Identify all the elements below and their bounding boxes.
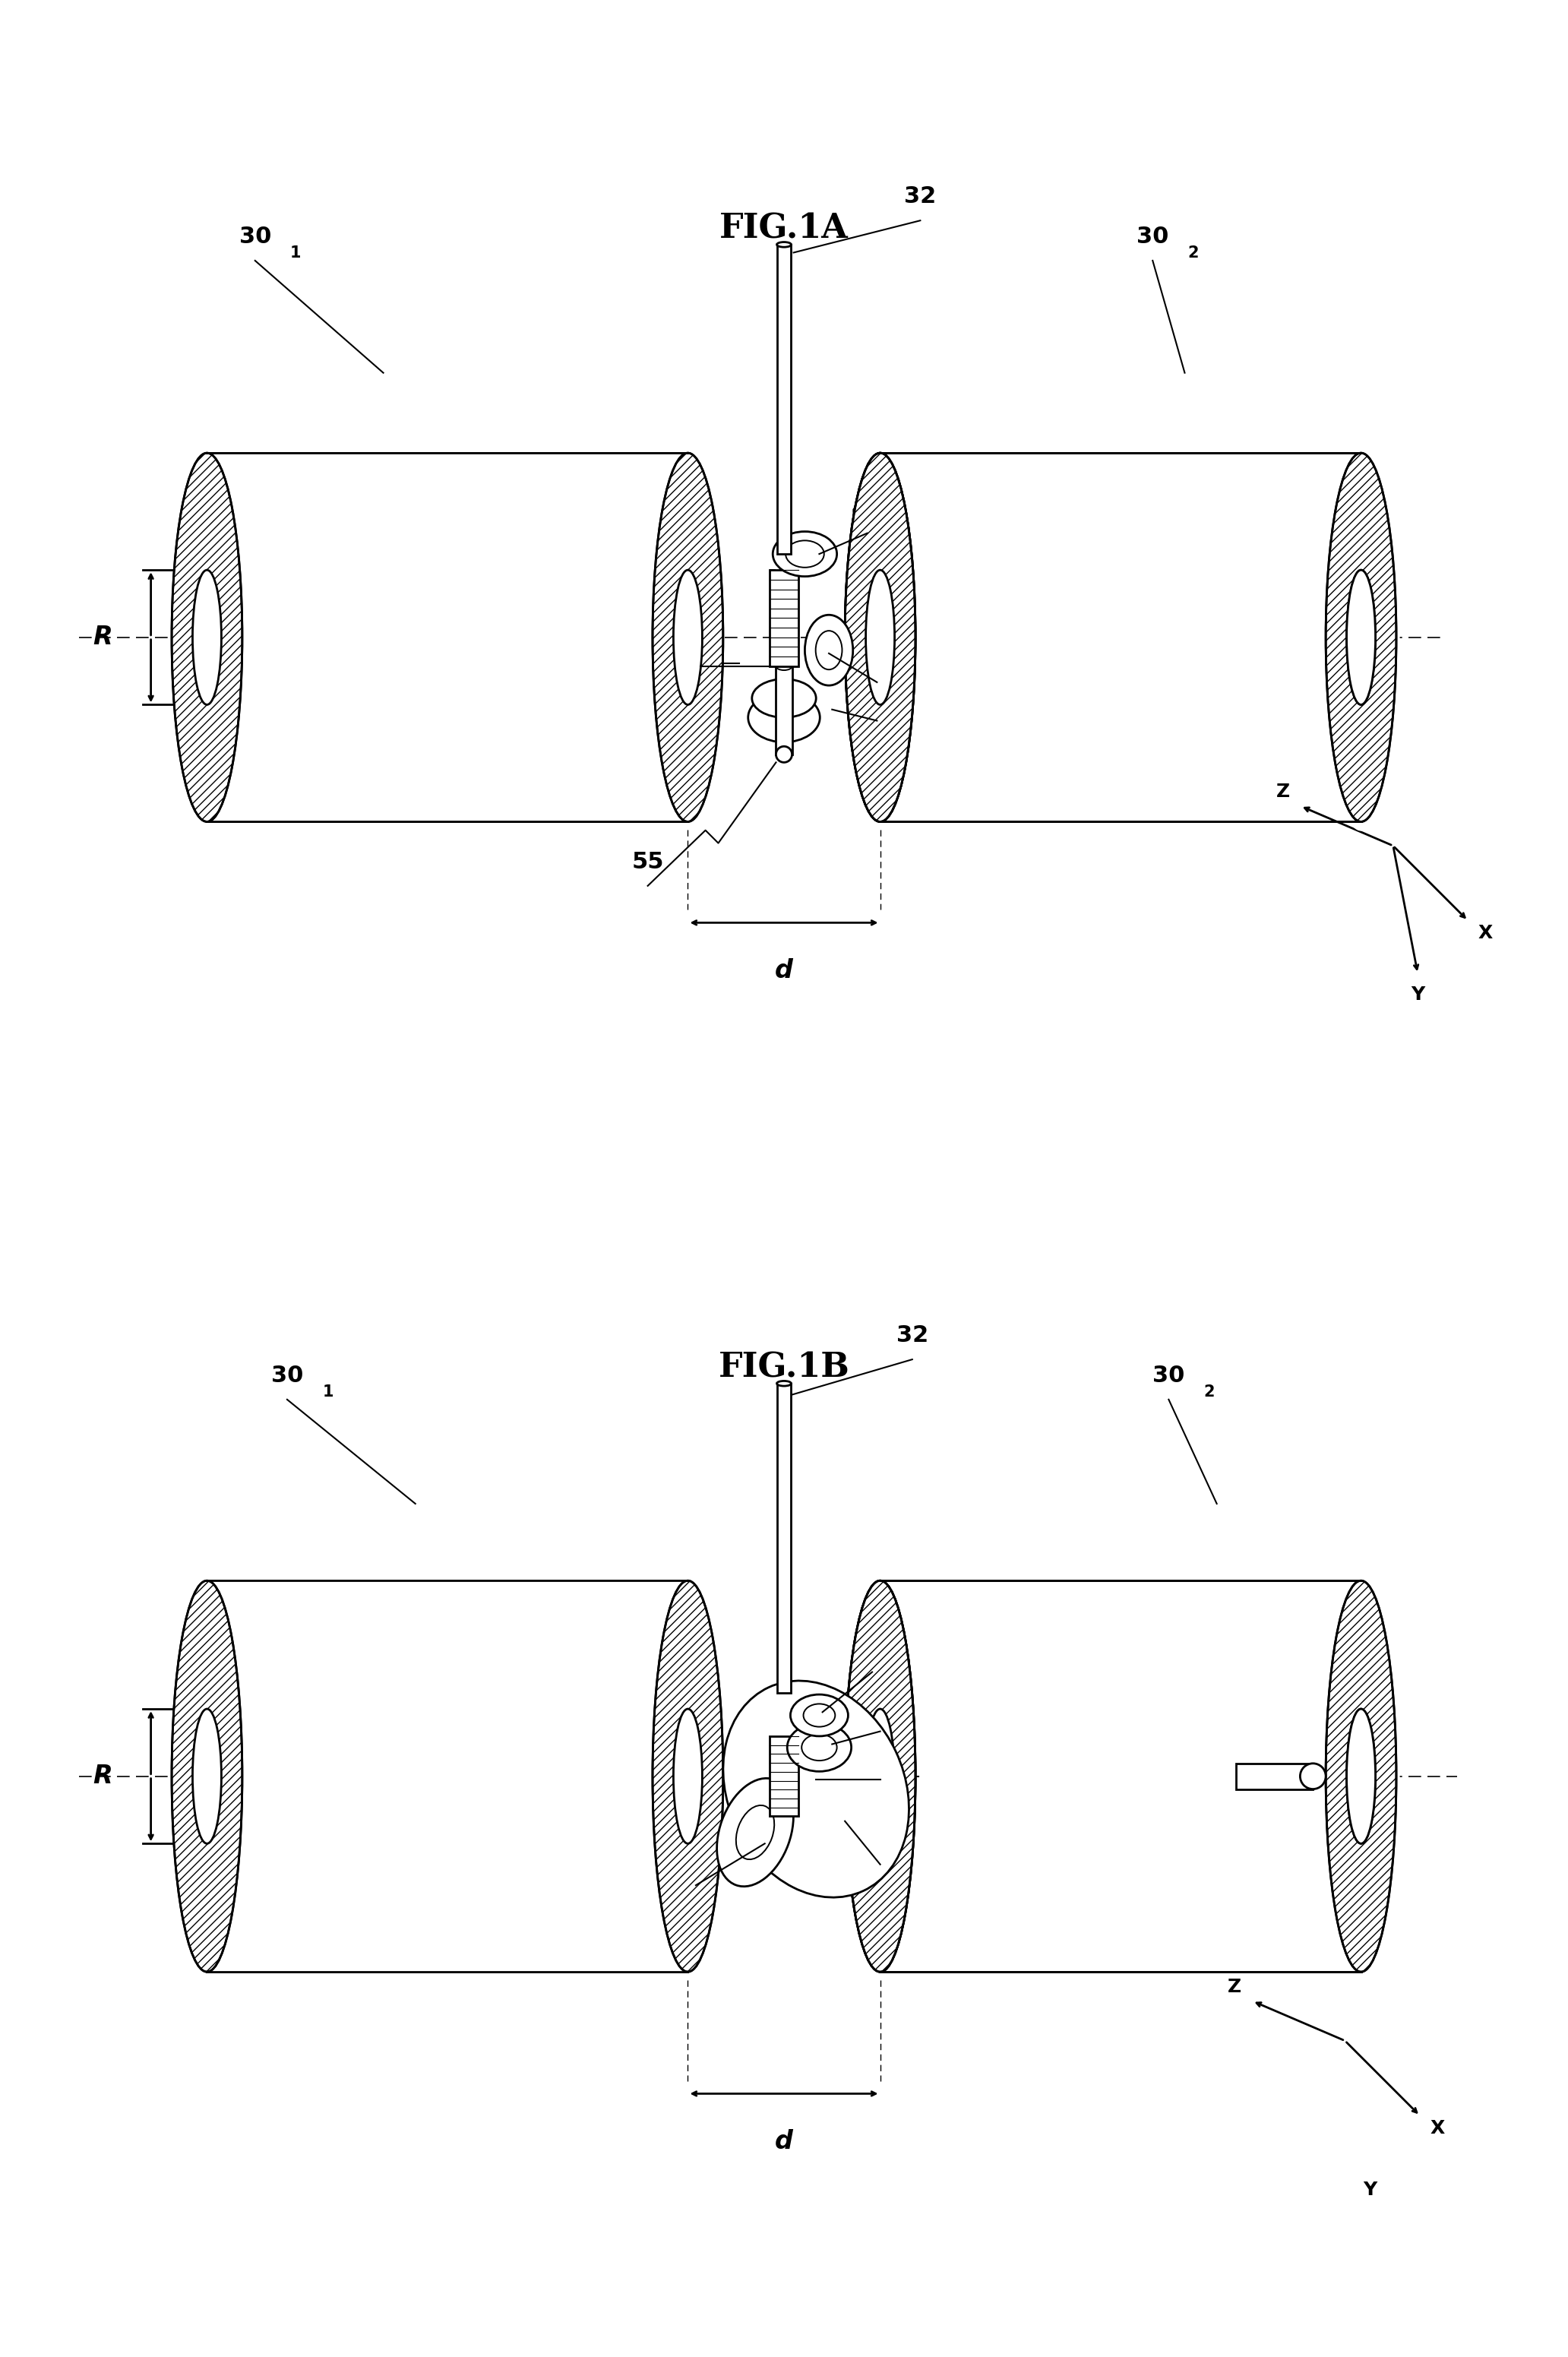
Ellipse shape xyxy=(845,453,916,823)
Ellipse shape xyxy=(1347,570,1375,705)
Ellipse shape xyxy=(790,1695,848,1737)
Text: 50: 50 xyxy=(864,1829,897,1853)
Ellipse shape xyxy=(1322,443,1400,832)
Bar xyxy=(776,245,792,554)
Text: 2: 2 xyxy=(1189,245,1200,262)
Text: 30: 30 xyxy=(1137,226,1168,247)
Bar xyxy=(880,1582,1361,1973)
Text: 30: 30 xyxy=(271,1365,303,1386)
Ellipse shape xyxy=(801,1735,837,1761)
Text: R: R xyxy=(93,625,113,651)
Ellipse shape xyxy=(804,615,853,686)
Text: Z: Z xyxy=(1228,1978,1242,1996)
Text: 2: 2 xyxy=(1204,1384,1215,1400)
Text: Y: Y xyxy=(1363,2180,1377,2199)
Text: X: X xyxy=(1479,924,1493,943)
Ellipse shape xyxy=(723,1681,909,1897)
Ellipse shape xyxy=(787,1723,851,1772)
Text: 30: 30 xyxy=(1152,1365,1185,1386)
Ellipse shape xyxy=(1327,453,1396,823)
Text: 32: 32 xyxy=(897,1325,928,1346)
Ellipse shape xyxy=(776,243,792,247)
Ellipse shape xyxy=(1347,1709,1375,1843)
Ellipse shape xyxy=(776,1381,792,1386)
Ellipse shape xyxy=(803,1704,836,1728)
Ellipse shape xyxy=(748,693,820,742)
Text: d: d xyxy=(775,2128,793,2154)
Ellipse shape xyxy=(866,1709,895,1843)
Ellipse shape xyxy=(1347,570,1375,705)
Text: d: d xyxy=(775,959,793,983)
Ellipse shape xyxy=(753,679,815,717)
Bar xyxy=(770,1737,798,1817)
Ellipse shape xyxy=(1300,1763,1327,1789)
Ellipse shape xyxy=(1347,1709,1375,1843)
Bar xyxy=(880,453,1361,823)
Text: Z: Z xyxy=(1276,783,1290,801)
Ellipse shape xyxy=(776,747,792,761)
Text: FIG.1A: FIG.1A xyxy=(720,212,848,245)
Text: 30: 30 xyxy=(238,226,271,247)
Bar xyxy=(880,1582,1361,1973)
Ellipse shape xyxy=(652,1582,723,1973)
Bar xyxy=(776,667,792,754)
Text: 31: 31 xyxy=(685,632,717,653)
Text: 41: 41 xyxy=(861,648,894,669)
Ellipse shape xyxy=(673,1709,702,1843)
Ellipse shape xyxy=(866,570,895,705)
Ellipse shape xyxy=(866,1709,895,1843)
Bar xyxy=(207,1582,688,1973)
Ellipse shape xyxy=(1327,453,1396,823)
Text: 31: 31 xyxy=(864,1744,897,1768)
Text: Y: Y xyxy=(1411,985,1425,1004)
Text: 50: 50 xyxy=(861,686,894,707)
Bar xyxy=(207,453,688,823)
Text: 1: 1 xyxy=(290,245,301,262)
Ellipse shape xyxy=(845,1582,916,1973)
Ellipse shape xyxy=(845,1582,916,1973)
Ellipse shape xyxy=(673,570,702,705)
Text: 55: 55 xyxy=(856,1638,889,1659)
Bar xyxy=(770,570,798,667)
Text: FIG.1B: FIG.1B xyxy=(718,1351,850,1384)
Ellipse shape xyxy=(1327,1582,1396,1973)
Text: 1: 1 xyxy=(323,1384,334,1400)
Bar xyxy=(776,1384,792,1692)
Ellipse shape xyxy=(773,533,837,577)
Ellipse shape xyxy=(1327,1582,1396,1973)
Text: 40: 40 xyxy=(851,497,883,521)
Ellipse shape xyxy=(172,453,241,823)
Ellipse shape xyxy=(776,662,792,669)
Text: X: X xyxy=(1430,2119,1444,2138)
Text: 32: 32 xyxy=(905,186,936,207)
Bar xyxy=(1236,1763,1312,1789)
Ellipse shape xyxy=(735,1805,775,1860)
Ellipse shape xyxy=(193,1709,221,1843)
Ellipse shape xyxy=(717,1777,793,1886)
Ellipse shape xyxy=(866,570,895,705)
Text: 40: 40 xyxy=(864,1697,897,1718)
Text: R: R xyxy=(93,1763,113,1789)
Ellipse shape xyxy=(786,540,825,568)
Text: 55: 55 xyxy=(632,851,663,872)
Ellipse shape xyxy=(815,632,842,669)
Bar xyxy=(207,1582,688,1973)
Ellipse shape xyxy=(172,1582,241,1973)
Bar xyxy=(880,453,1361,823)
Ellipse shape xyxy=(845,453,916,823)
Ellipse shape xyxy=(652,453,723,823)
Bar xyxy=(207,453,688,823)
Text: 41: 41 xyxy=(679,1850,712,1871)
Ellipse shape xyxy=(1322,1570,1400,1982)
Ellipse shape xyxy=(193,570,221,705)
